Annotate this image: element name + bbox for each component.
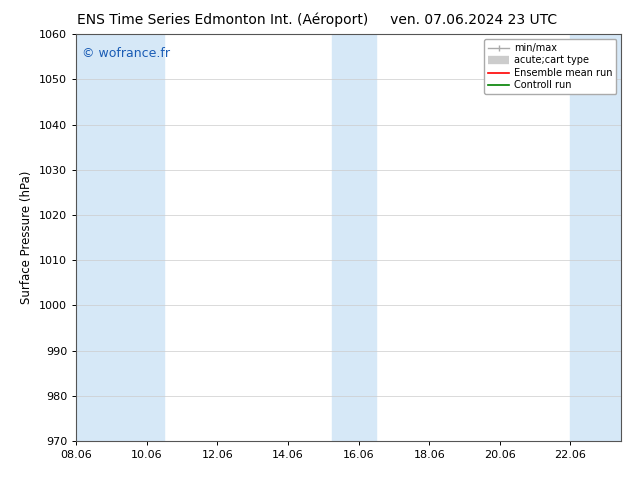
Bar bbox=[76, 34, 120, 441]
Bar bbox=[120, 34, 164, 441]
Y-axis label: Surface Pressure (hPa): Surface Pressure (hPa) bbox=[20, 171, 34, 304]
Text: © wofrance.fr: © wofrance.fr bbox=[82, 47, 169, 59]
Legend: min/max, acute;cart type, Ensemble mean run, Controll run: min/max, acute;cart type, Ensemble mean … bbox=[484, 39, 616, 94]
Bar bbox=[571, 34, 621, 441]
Text: ENS Time Series Edmonton Int. (Aéroport)     ven. 07.06.2024 23 UTC: ENS Time Series Edmonton Int. (Aéroport)… bbox=[77, 12, 557, 27]
Bar bbox=[332, 34, 376, 441]
